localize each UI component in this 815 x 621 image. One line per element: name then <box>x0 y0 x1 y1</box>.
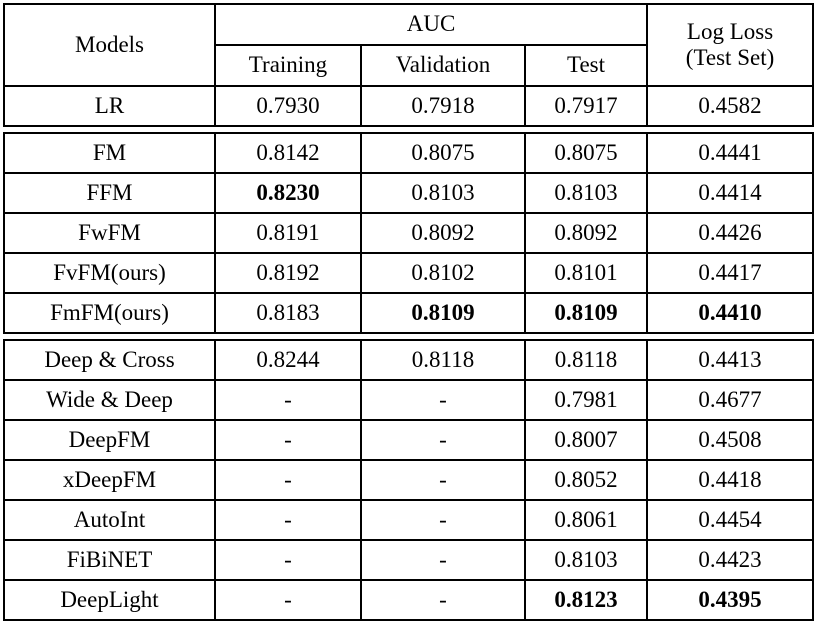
table-row: DeepFM - -0.8007 0.4508 <box>3 419 814 461</box>
metric-value-cell: 0.8092 <box>360 212 526 254</box>
metric-value-cell: 0.7930 <box>214 85 362 127</box>
model-name-cell: Deep & Cross <box>3 339 216 381</box>
model-name-cell: FmFM(ours) <box>3 292 216 334</box>
table-row: FmFM(ours) 0.8183 0.8109 0.8109 0.4410 <box>3 292 814 334</box>
metric-value-cell: 0.8109 <box>360 292 526 334</box>
table-row: xDeepFM - -0.8052 0.4418 <box>3 459 814 501</box>
metric-value-cell: 0.8109 <box>524 292 648 334</box>
metric-value-cell: 0.8103 <box>524 539 648 581</box>
model-name-cell: LR <box>3 85 216 127</box>
table-row: Deep & Cross 0.8244 0.8118 0.8118 0.4413 <box>3 339 814 381</box>
column-header-models: Models <box>3 3 216 87</box>
metric-value-cell: 0.4441 <box>646 132 814 174</box>
model-name-cell: FvFM(ours) <box>3 252 216 294</box>
column-header-validation: Validation <box>360 44 526 87</box>
metric-value-cell: - <box>360 379 526 421</box>
metric-value-cell: 0.8061 <box>524 499 648 541</box>
metric-value-cell: - <box>360 419 526 461</box>
metric-value-cell: 0.8052 <box>524 459 648 501</box>
table-row: LR 0.7930 0.7918 0.7917 0.4582 <box>3 85 815 127</box>
metric-value-cell: 0.8075 <box>524 132 648 174</box>
header-row-subcolumns: Training Validation Test <box>4 44 813 87</box>
metric-value-cell: 0.7918 <box>360 85 526 127</box>
metric-value-cell: 0.4582 <box>646 85 815 127</box>
metric-value-cell: 0.8007 <box>524 419 648 461</box>
metric-value-cell: 0.4454 <box>646 499 814 541</box>
metric-value-cell: 0.7981 <box>524 379 648 421</box>
results-table-deep-section: Deep & Cross 0.8244 0.8118 0.8118 0.4413 Wide… <box>3 339 814 621</box>
table-section-fm-family: FM 0.8142 0.8075 0.8075 0.4441 FFM 0.8230 0.810… <box>3 132 814 334</box>
model-name-cell: Wide & Deep <box>3 379 216 421</box>
metric-value-cell: - <box>214 539 362 581</box>
metric-value-cell: 0.8103 <box>524 172 648 214</box>
metric-value-cell: 0.8101 <box>524 252 648 294</box>
table-row: FwFM 0.8191 0.8092 0.8092 0.4426 <box>3 212 814 254</box>
column-group-header-auc: AUC <box>213 3 649 46</box>
metric-value-cell: 0.8230 <box>214 172 362 214</box>
model-name-cell: DeepLight <box>3 579 216 621</box>
metric-value-cell: 0.8244 <box>214 339 362 381</box>
metric-value-cell: - <box>214 499 362 541</box>
header-row-groups: Models AUC Log Loss (Test Set) <box>3 3 815 87</box>
model-name-cell: FiBiNET <box>3 539 216 581</box>
table-row: DeepLight - -0.8123 0.4395 <box>3 579 814 621</box>
table-section-deep-models: Deep & Cross 0.8244 0.8118 0.8118 0.4413 Wide… <box>3 339 814 621</box>
model-name-cell: FM <box>3 132 216 174</box>
metric-value-cell: 0.4418 <box>646 459 814 501</box>
metric-value-cell: 0.4414 <box>646 172 814 214</box>
metric-value-cell: - <box>360 459 526 501</box>
metric-value-cell: 0.8183 <box>214 292 362 334</box>
table-row: Wide & Deep - -0.7981 0.4677 <box>3 379 814 421</box>
metric-value-cell: 0.8142 <box>214 132 362 174</box>
metric-value-cell: 0.8123 <box>524 579 648 621</box>
metric-value-cell: 0.8191 <box>214 212 362 254</box>
model-name-cell: FFM <box>3 172 216 214</box>
metric-value-cell: 0.8118 <box>360 339 526 381</box>
table-row: FM 0.8142 0.8075 0.8075 0.4441 <box>3 132 814 174</box>
results-table-header-section: Models AUC Log Loss (Test Set) Training … <box>3 3 815 127</box>
metric-value-cell: - <box>360 499 526 541</box>
metric-value-cell: 0.4410 <box>646 292 814 334</box>
metric-value-cell: 0.4395 <box>646 579 814 621</box>
metric-value-cell: 0.8075 <box>360 132 526 174</box>
metric-value-cell: - <box>214 419 362 461</box>
logloss-header-line2: (Test Set) <box>685 45 775 70</box>
metric-value-cell: 0.8118 <box>524 339 648 381</box>
metric-value-cell: - <box>214 379 362 421</box>
table-row: AutoInt - -0.8061 0.4454 <box>3 499 814 541</box>
metric-value-cell: 0.8192 <box>214 252 362 294</box>
metric-value-cell: 0.8102 <box>360 252 526 294</box>
metric-value-cell: 0.4677 <box>646 379 814 421</box>
column-header-test: Test <box>523 44 649 87</box>
column-header-training: Training <box>214 44 362 87</box>
table-row: FFM 0.8230 0.8103 0.8103 0.4414 <box>3 172 814 214</box>
table-row: FiBiNET - -0.8103 0.4423 <box>3 539 814 581</box>
metric-value-cell: - <box>214 579 362 621</box>
metric-value-cell: 0.8092 <box>524 212 648 254</box>
metric-value-cell: 0.4423 <box>646 539 814 581</box>
table-section-linear-baseline: LR 0.7930 0.7918 0.7917 0.4582 <box>3 85 815 127</box>
model-name-cell: AutoInt <box>3 499 216 541</box>
metric-value-cell: 0.7917 <box>523 85 649 127</box>
metric-value-cell: - <box>214 459 362 501</box>
metric-value-cell: 0.4508 <box>646 419 814 461</box>
metric-value-cell: 0.4413 <box>646 339 814 381</box>
column-header-logloss: Log Loss (Test Set) <box>646 3 815 87</box>
metric-value-cell: 0.8103 <box>360 172 526 214</box>
metric-value-cell: - <box>360 539 526 581</box>
model-name-cell: DeepFM <box>3 419 216 461</box>
results-table-fm-section: FM 0.8142 0.8075 0.8075 0.4441 FFM 0.8230 0.810… <box>3 132 814 334</box>
model-name-cell: FwFM <box>3 212 216 254</box>
model-name-cell: xDeepFM <box>3 459 216 501</box>
metric-value-cell: - <box>360 579 526 621</box>
metric-value-cell: 0.4417 <box>646 252 814 294</box>
metric-value-cell: 0.4426 <box>646 212 814 254</box>
logloss-header-line1: Log Loss <box>686 18 774 44</box>
table-row: FvFM(ours) 0.8192 0.8102 0.8101 0.4417 <box>3 252 814 294</box>
